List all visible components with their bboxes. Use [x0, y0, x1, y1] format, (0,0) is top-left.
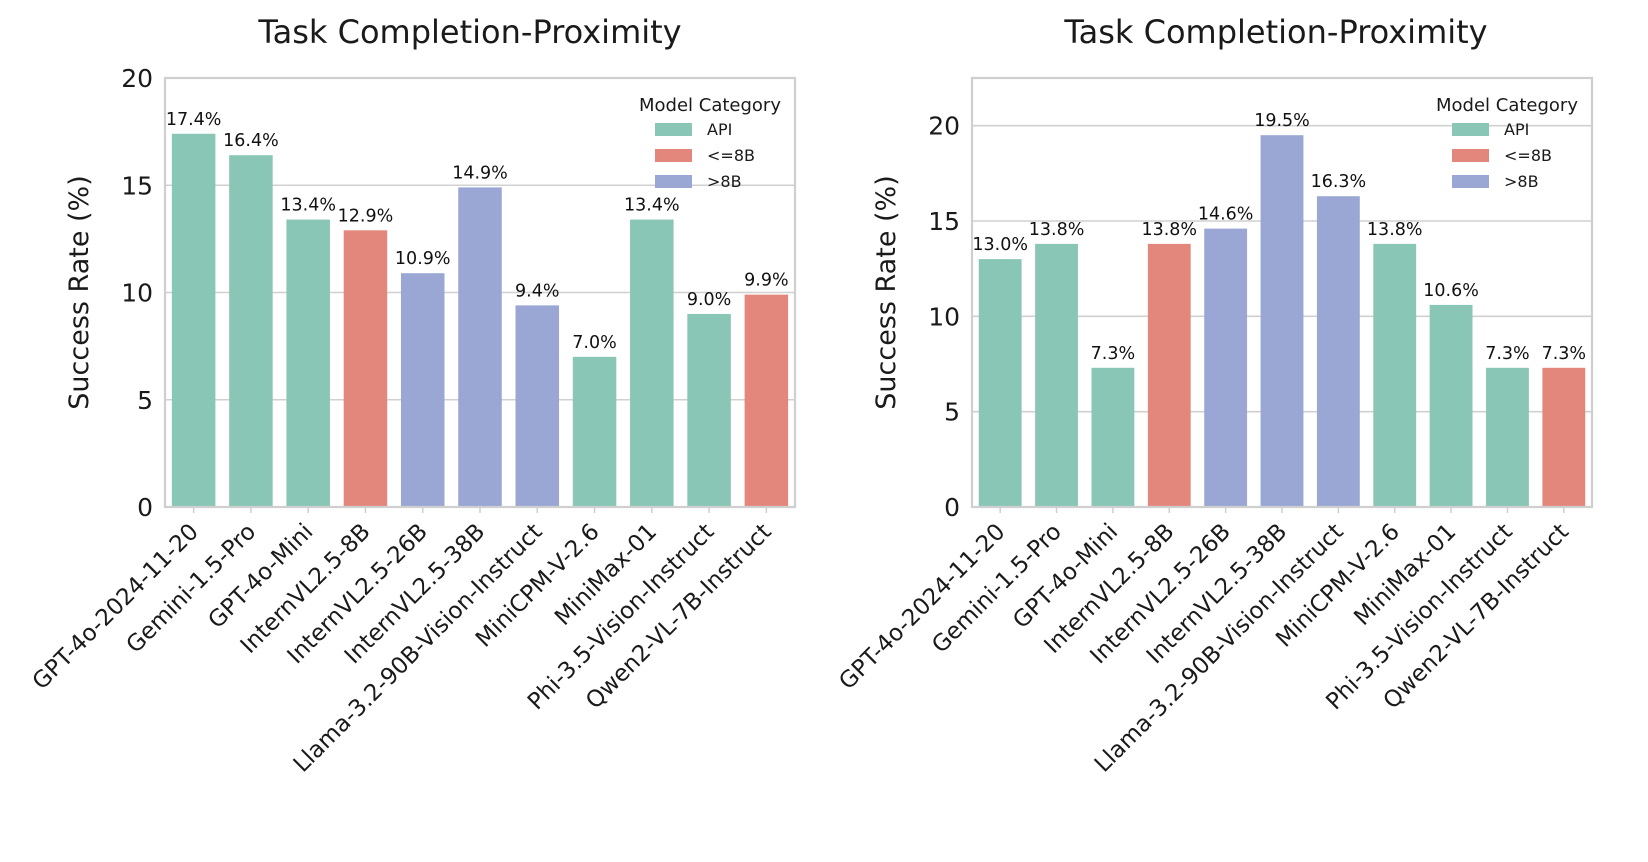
bar-9 [630, 219, 674, 507]
data-label: 13.0% [972, 235, 1028, 255]
legend-swatch [655, 123, 692, 136]
bar-3 [286, 219, 330, 507]
legend: Model Category API <=8B >8B [639, 95, 781, 191]
chart-title: Task Completion-Proximity [1063, 13, 1487, 51]
y-tick-label: 10 [928, 302, 960, 331]
bar-9 [1429, 304, 1473, 507]
y-tick-label: 0 [137, 493, 153, 522]
y-tick-label: 15 [121, 171, 153, 200]
chart-panel-1: 0510152017.4%GPT-4o-2024-11-2016.4%Gemin… [28, 13, 797, 778]
bar-4 [1147, 243, 1191, 507]
data-label: 9.0% [687, 290, 731, 310]
data-label: 9.9% [744, 271, 788, 291]
bar-5 [400, 273, 445, 507]
y-axis-label: Success Rate (%) [871, 175, 902, 409]
bar-8 [572, 356, 617, 507]
legend-swatch [1452, 123, 1489, 136]
y-tick-label: 5 [137, 386, 153, 415]
data-label: 7.3% [1485, 344, 1529, 364]
y-tick-label: 0 [944, 493, 960, 522]
data-label: 13.4% [280, 196, 336, 216]
data-label: 12.9% [338, 206, 394, 226]
legend-entry: API [707, 120, 732, 139]
data-label: 10.9% [395, 249, 451, 269]
bar-1 [978, 259, 1022, 507]
bar-10 [1486, 367, 1529, 507]
legend-swatch [655, 175, 692, 188]
data-label: 16.3% [1311, 172, 1367, 192]
data-label: 14.9% [452, 163, 508, 183]
bar-8 [1373, 243, 1417, 507]
data-label: 14.6% [1198, 205, 1254, 225]
data-label: 7.3% [1542, 344, 1586, 364]
data-label: 19.5% [1254, 111, 1310, 131]
legend: Model Category API <=8B >8B [1436, 95, 1578, 191]
y-tick-label: 20 [121, 64, 153, 93]
legend-swatch [1452, 175, 1489, 188]
plot-frame [163, 76, 797, 509]
legend-title: Model Category [1436, 95, 1578, 116]
data-label: 7.0% [572, 333, 616, 353]
legend-title: Model Category [639, 95, 781, 116]
chart-title: Task Completion-Proximity [257, 13, 681, 51]
bar-7 [1316, 196, 1360, 508]
legend-entry: >8B [1504, 172, 1539, 191]
plot-frame [970, 76, 1594, 509]
bar-11 [744, 294, 789, 507]
legend-entry: >8B [707, 172, 742, 191]
data-label: 13.8% [1367, 220, 1423, 240]
y-tick-label: 5 [944, 398, 960, 427]
legend-entry: <=8B [707, 146, 755, 165]
legend-entry: API [1504, 120, 1529, 139]
data-label: 7.3% [1091, 344, 1135, 364]
bar-10 [687, 313, 731, 507]
data-label: 13.4% [624, 196, 680, 216]
y-tick-label: 20 [928, 112, 960, 141]
bar-5 [1204, 228, 1248, 508]
chart-panel-2: 0510152013.0%GPT-4o-2024-11-2013.8%Gemin… [834, 13, 1594, 778]
data-label: 10.6% [1423, 281, 1479, 301]
data-label: 9.4% [515, 281, 559, 301]
legend-swatch [655, 149, 692, 162]
y-tick-label: 15 [928, 207, 960, 236]
bar-11 [1542, 367, 1586, 507]
legend-swatch [1452, 149, 1489, 162]
bar-6 [458, 187, 502, 507]
data-label: 17.4% [166, 110, 222, 130]
y-tick-label: 10 [121, 279, 153, 308]
bar-3 [1091, 367, 1135, 507]
bar-1 [171, 133, 216, 507]
bar-2 [229, 155, 273, 507]
legend-entry: <=8B [1504, 146, 1552, 165]
bar-7 [515, 305, 560, 507]
data-label: 16.4% [223, 131, 279, 151]
data-label: 13.8% [1141, 220, 1197, 240]
y-axis-label: Success Rate (%) [64, 175, 95, 409]
bar-2 [1035, 243, 1078, 507]
bar-4 [343, 230, 388, 508]
data-label: 13.8% [1029, 220, 1085, 240]
bar-6 [1260, 135, 1304, 507]
